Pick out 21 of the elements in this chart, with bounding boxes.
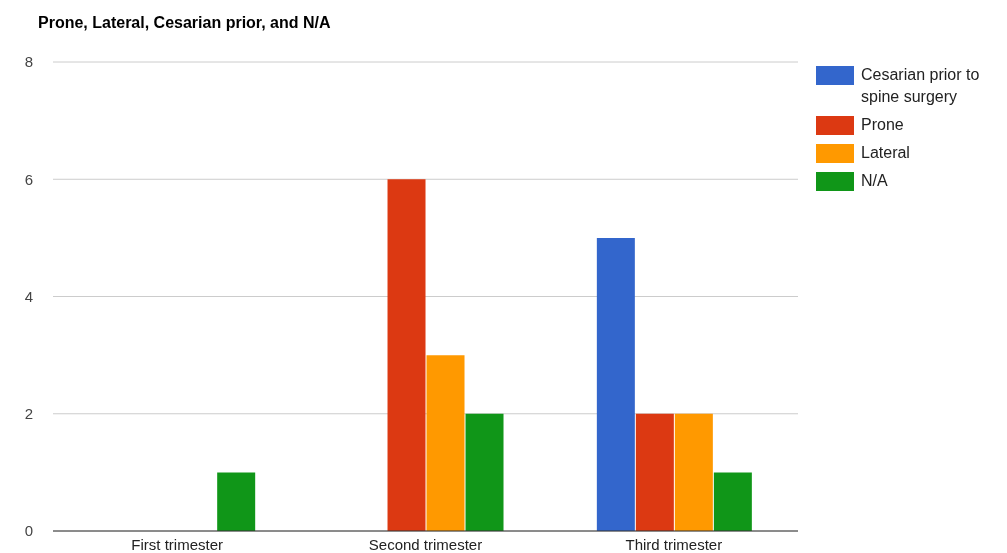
bar	[217, 472, 256, 531]
y-tick-label: 0	[24, 522, 33, 540]
y-tick-label: 2	[24, 405, 33, 423]
y-tick-label: 4	[24, 287, 33, 305]
x-tick-label: First trimester	[131, 535, 223, 553]
bar	[713, 472, 752, 531]
x-tick-label: Second trimester	[368, 535, 483, 553]
y-tick-label: 6	[24, 170, 33, 188]
bar	[426, 355, 465, 531]
legend-label: N/A	[861, 171, 888, 191]
bar	[596, 237, 635, 531]
chart-title: Prone, Lateral, Cesarian prior, and N/A	[38, 14, 331, 32]
bar	[635, 413, 674, 531]
legend-label: Cesarian prior to spine surgery	[861, 65, 981, 107]
y-tick-label: 8	[24, 53, 33, 71]
bar	[387, 179, 426, 531]
legend-label: Lateral	[861, 143, 910, 163]
legend-label: Prone	[861, 115, 904, 135]
x-tick-label: Third trimester	[625, 535, 723, 553]
bar	[674, 413, 713, 531]
bar	[465, 413, 504, 531]
